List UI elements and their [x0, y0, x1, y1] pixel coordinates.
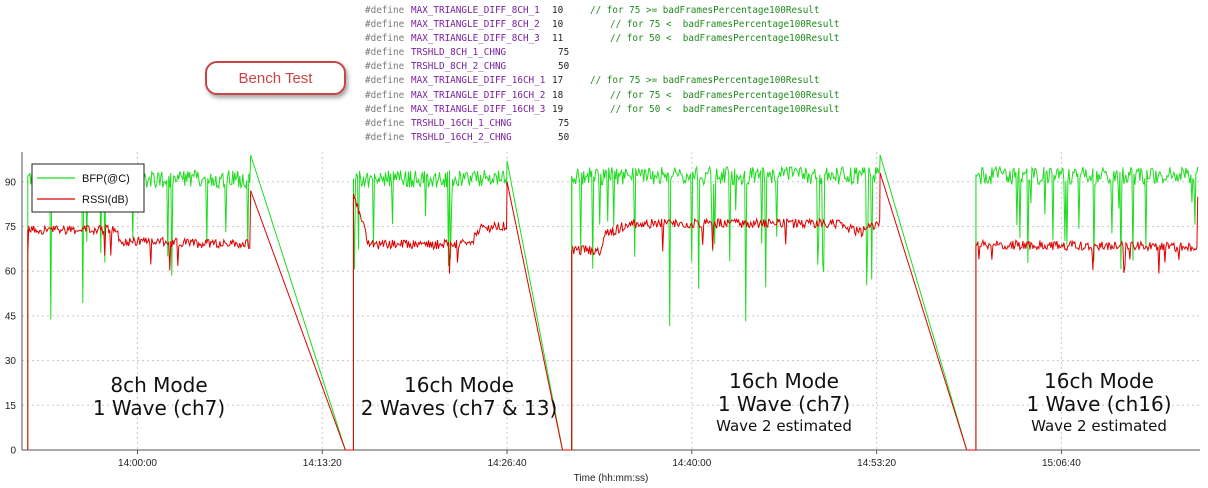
code-line: #define MAX_TRIANGLE_DIFF_8CH_2 10 // for 7…	[365, 18, 840, 32]
code-comment: // for 75 < badFramesPercentage100Result	[610, 89, 840, 101]
code-keyword: #define	[365, 75, 405, 87]
rssi-drop-line	[250, 190, 354, 451]
code-value: 75	[558, 47, 570, 59]
y-tick-label: 90	[5, 177, 17, 188]
mode-annotation: 1 Wave (ch16)	[1026, 392, 1171, 416]
rssi-series-line	[27, 190, 252, 450]
rssi-drop-line	[879, 172, 977, 451]
bench-test-label: Bench Test	[238, 69, 313, 87]
code-keyword: #define	[365, 89, 405, 101]
code-value: 18	[552, 89, 564, 101]
code-value: 75	[558, 117, 570, 129]
code-value: 19	[552, 103, 564, 115]
chart-legend	[31, 163, 145, 213]
code-macro: TRSHLD_16CH_2_CHNG	[411, 131, 512, 143]
code-macro: MAX_TRIANGLE_DIFF_16CH_1	[411, 75, 546, 87]
code-keyword: #define	[365, 33, 405, 45]
code-comment: // for 75 >= badFramesPercentage100Resul…	[590, 5, 820, 16]
mode-annotation: 16ch Mode	[729, 369, 839, 393]
code-line: #define MAX_TRIANGLE_DIFF_16CH_2 18 // for …	[365, 89, 840, 103]
code-line: #define MAX_TRIANGLE_DIFF_8CH_1 10 // for 7…	[365, 4, 840, 18]
x-tick-label: 14:26:40	[488, 458, 527, 469]
code-macro: TRSHLD_16CH_1_CHNG	[411, 117, 512, 129]
code-line: #define TRSHLD_16CH_1_CHNG 75	[365, 117, 840, 131]
y-tick-label: 0	[10, 446, 16, 457]
x-tick-label: 14:53:20	[857, 458, 896, 469]
x-axis-label: Time (hh:mm:ss)	[574, 473, 649, 484]
code-value: 10	[552, 19, 564, 31]
mode-annotation: Wave 2 estimated	[716, 417, 852, 435]
code-comment: // for 50 < badFramesPercentage100Result	[610, 33, 840, 45]
code-keyword: #define	[365, 61, 405, 73]
x-tick-label: 15:06:40	[1042, 458, 1081, 469]
x-tick-label: 14:13:20	[303, 458, 342, 469]
code-keyword: #define	[365, 47, 405, 59]
code-line: #define MAX_TRIANGLE_DIFF_16CH_1 17 // for …	[365, 74, 840, 88]
code-macro: TRSHLD_8CH_1_CHNG	[411, 47, 507, 59]
x-tick-label: 14:00:00	[118, 458, 157, 469]
y-tick-label: 60	[5, 267, 17, 278]
mode-annotation: 1 Wave (ch7)	[718, 392, 850, 416]
code-line: #define TRSHLD_8CH_1_CHNG 75	[365, 46, 840, 60]
code-value: 50	[558, 61, 570, 73]
y-tick-label: 45	[5, 311, 17, 322]
code-macro: MAX_TRIANGLE_DIFF_8CH_2	[411, 19, 540, 31]
code-macro: MAX_TRIANGLE_DIFF_16CH_2	[411, 89, 546, 101]
mode-annotation: 8ch Mode	[110, 373, 207, 397]
code-value: 11	[552, 33, 564, 45]
code-macro: MAX_TRIANGLE_DIFF_8CH_1	[411, 5, 540, 16]
code-comment: // for 75 >= badFramesPercentage100Resul…	[590, 75, 820, 87]
y-tick-label: 75	[5, 222, 17, 233]
mode-annotation: 16ch Mode	[1044, 369, 1154, 393]
legend-label: RSSI(dB)	[82, 194, 128, 206]
code-line: #define MAX_TRIANGLE_DIFF_16CH_3 19 // for …	[365, 103, 840, 117]
legend-label: BFP(@C)	[82, 173, 130, 185]
y-tick-label: 15	[5, 401, 17, 412]
bench-test-callout: Bench Test	[205, 61, 346, 95]
rssi-series-line	[975, 196, 1199, 450]
code-value: 10	[552, 5, 564, 16]
x-tick-label: 14:40:00	[672, 458, 711, 469]
code-keyword: #define	[365, 103, 405, 115]
code-keyword: #define	[365, 131, 405, 143]
code-keyword: #define	[365, 19, 405, 31]
code-macro: TRSHLD_8CH_2_CHNG	[411, 61, 507, 73]
mode-annotation: 1 Wave (ch7)	[93, 396, 225, 420]
mode-annotation: 2 Waves (ch7 & 13)	[361, 396, 558, 420]
bfp-series-line	[975, 165, 1199, 450]
code-line: #define TRSHLD_8CH_2_CHNG 50	[365, 60, 840, 74]
code-comment: // for 50 < badFramesPercentage100Result	[610, 103, 840, 115]
code-line: #define MAX_TRIANGLE_DIFF_8CH_3 11 // for 5…	[365, 32, 840, 46]
code-keyword: #define	[365, 117, 405, 129]
bfp-series-line	[571, 154, 881, 450]
y-tick-label: 30	[5, 356, 17, 367]
rssi-drop-line	[506, 181, 573, 451]
code-value: 17	[552, 75, 564, 87]
rssi-series-line	[352, 181, 508, 450]
mode-annotation: 16ch Mode	[404, 373, 514, 397]
code-keyword: #define	[365, 5, 405, 16]
code-value: 50	[558, 131, 570, 143]
code-macro: MAX_TRIANGLE_DIFF_8CH_3	[411, 33, 540, 45]
rssi-series-line	[571, 172, 881, 450]
code-line: #define TRSHLD_16CH_2_CHNG 50	[365, 131, 840, 145]
code-comment: // for 75 < badFramesPercentage100Result	[610, 19, 840, 31]
bfp-series-line	[352, 160, 508, 450]
code-macro: MAX_TRIANGLE_DIFF_16CH_3	[411, 103, 546, 115]
mode-annotation: Wave 2 estimated	[1031, 417, 1167, 435]
code-snippet: #define MAX_TRIANGLE_DIFF_8CH_1 10 // for 7…	[365, 4, 840, 145]
